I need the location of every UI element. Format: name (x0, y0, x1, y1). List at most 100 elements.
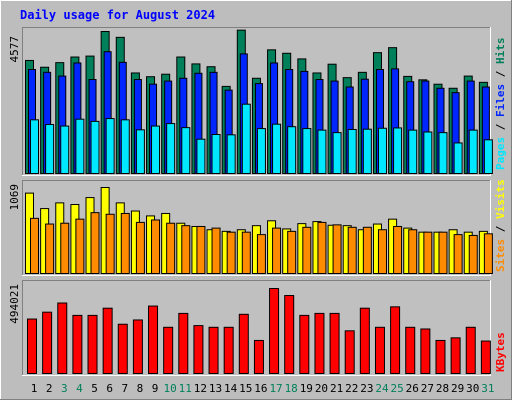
bar-sites-day-14 (226, 231, 236, 274)
bar-pages-day-28 (438, 132, 448, 175)
x-tick-label-day-8: 8 (137, 382, 144, 395)
bar-kbytes-day-12 (193, 325, 204, 375)
bar-pages-day-11 (181, 127, 191, 174)
bar-kbytes-day-18 (284, 295, 295, 374)
bar-kbytes-day-7 (117, 323, 128, 375)
bar-kbytes-day-1 (27, 318, 37, 375)
bar-kbytes-day-2 (42, 311, 53, 374)
bar-sites-day-13 (211, 227, 221, 275)
bar-sites-day-6 (105, 213, 115, 275)
bar-kbytes-day-30 (465, 326, 476, 374)
x-tick-label-day-31: 31 (481, 382, 494, 395)
bar-kbytes-day-13 (208, 326, 219, 374)
bar-sites-day-9 (151, 219, 161, 274)
bar-pages-day-10 (166, 123, 176, 175)
x-tick-label-day-29: 29 (451, 382, 464, 395)
x-tick-label-day-25: 25 (390, 382, 403, 395)
bar-sites-day-5 (90, 212, 100, 274)
bar-pages-day-7 (120, 119, 130, 174)
bar-sites-day-10 (166, 222, 176, 274)
x-tick-label-day-7: 7 (121, 382, 128, 395)
bar-kbytes-day-20 (314, 312, 325, 374)
bar-sites-day-12 (196, 225, 206, 274)
bar-kbytes-day-8 (132, 319, 143, 374)
y-max-label-visits: 1069 (8, 184, 21, 211)
bar-sites-day-25 (393, 225, 403, 274)
bar-pages-day-24 (377, 127, 387, 174)
x-tick-label-day-16: 16 (254, 382, 267, 395)
bar-sites-day-3 (60, 222, 70, 274)
x-tick-label-day-6: 6 (106, 382, 113, 395)
bar-kbytes-day-23 (359, 307, 370, 374)
x-tick-label-day-27: 27 (421, 382, 434, 395)
x-tick-label-day-13: 13 (209, 382, 222, 395)
legend-hits-panel: Pages / Files / Hits (494, 38, 507, 171)
legend-visits-panel-separator: / (494, 219, 507, 239)
bar-pages-day-1 (30, 119, 39, 174)
bar-pages-day-26 (408, 129, 418, 174)
y-max-label-hits: 4577 (8, 36, 21, 63)
bar-sites-day-28 (438, 231, 448, 274)
legend-kbytes-panel: KBytes (494, 332, 507, 372)
x-tick-label-day-15: 15 (239, 382, 252, 395)
bar-sites-day-4 (75, 218, 85, 274)
bar-pages-day-20 (317, 129, 327, 174)
bar-kbytes-day-31 (480, 340, 491, 374)
bar-kbytes-day-14 (223, 326, 234, 374)
legend-visits-panel: Sites / Visits (494, 179, 507, 272)
legend-hits-panel-separator: / (494, 117, 507, 137)
bar-kbytes-day-10 (163, 326, 174, 374)
x-tick-label-day-20: 20 (315, 382, 328, 395)
legend-visits-panel-sites: Sites (494, 239, 507, 272)
bar-kbytes-day-21 (329, 312, 340, 374)
x-tick-label-day-4: 4 (76, 382, 83, 395)
bar-sites-day-15 (241, 231, 251, 274)
bar-pages-day-17 (272, 123, 282, 174)
bar-pages-day-31 (483, 139, 493, 175)
bar-sites-day-24 (377, 229, 387, 274)
bar-pages-day-19 (302, 128, 312, 175)
x-tick-label-day-14: 14 (224, 382, 238, 395)
label-layer: 1 2 3 4 5 6 7 8 9 10 11 12 13 14 15 16 17 18 19 20 21 22 23 24 2… (8, 36, 507, 395)
bar-kbytes-day-11 (178, 312, 189, 374)
bar-pages-day-13 (211, 134, 221, 175)
bar-kbytes-day-28 (435, 339, 446, 375)
bar-sites-day-20 (317, 221, 327, 275)
bar-sites-day-23 (362, 226, 372, 275)
bar-sites-day-31 (483, 233, 493, 275)
x-tick-label-day-21: 21 (330, 382, 343, 395)
bar-sites-day-16 (256, 234, 266, 275)
legend-hits-panel-separator: / (494, 64, 507, 84)
bar-pages-day-16 (256, 128, 266, 175)
bar-kbytes-day-9 (148, 305, 159, 375)
bar-kbytes-day-15 (238, 313, 249, 374)
x-tick-label-day-18: 18 (285, 382, 298, 395)
bar-sites-day-22 (347, 226, 357, 275)
bar-sites-day-18 (287, 230, 297, 274)
y-max-label-kbytes: 494021 (8, 284, 21, 324)
x-tick-label-day-17: 17 (269, 382, 282, 395)
x-tick-label-day-11: 11 (179, 382, 192, 395)
bar-sites-day-7 (120, 212, 130, 274)
bar-kbytes-day-19 (299, 314, 310, 375)
chart-title: Daily usage for August 2024 (20, 8, 215, 22)
bar-kbytes-day-27 (420, 328, 431, 375)
bar-pages-day-4 (75, 118, 85, 174)
bar-kbytes-day-26 (405, 326, 416, 374)
bar-sites-day-11 (181, 225, 191, 274)
bar-pages-day-3 (60, 125, 70, 174)
bar-pages-day-30 (468, 129, 478, 174)
bar-pages-day-18 (287, 126, 297, 174)
bar-sites-day-1 (30, 217, 39, 274)
bar-pages-day-6 (105, 118, 115, 174)
x-tick-label-day-5: 5 (91, 382, 98, 395)
bar-kbytes-day-25 (390, 306, 401, 375)
x-tick-label-day-22: 22 (345, 382, 358, 395)
x-tick-label-day-12: 12 (194, 382, 207, 395)
legend-hits-panel-pages: Pages (494, 137, 507, 170)
bar-pages-day-14 (226, 134, 236, 174)
bar-kbytes-day-24 (374, 326, 385, 374)
bar-sites-day-19 (302, 226, 312, 275)
x-tick-label-day-26: 26 (406, 382, 419, 395)
